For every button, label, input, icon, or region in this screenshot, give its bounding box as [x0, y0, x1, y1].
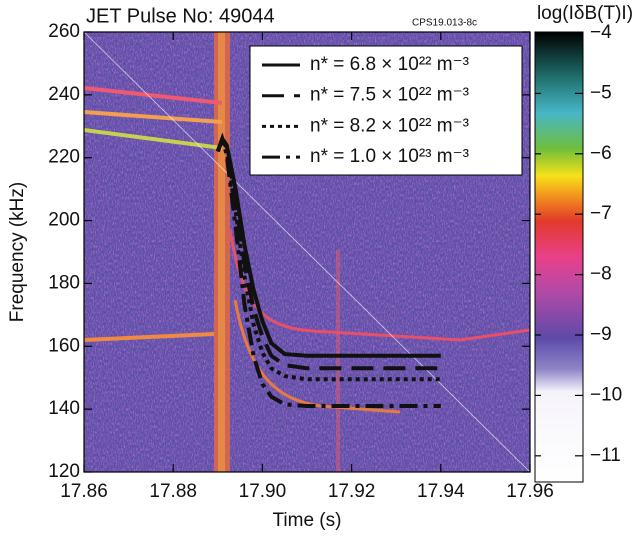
- y-tick-label: 120: [48, 461, 80, 482]
- legend-label: n* = 6.8 × 10²² m⁻³: [310, 54, 469, 75]
- y-tick-label: 160: [48, 335, 80, 356]
- mode-line: [84, 86, 223, 105]
- x-tick-label: 17.96: [506, 481, 554, 502]
- legend-label: n* = 1.0 × 10²³ m⁻³: [310, 146, 469, 167]
- y-tick-label: 240: [48, 84, 80, 105]
- annotation: CPS19.013-8c: [412, 18, 477, 29]
- x-tick-label: 17.92: [328, 481, 376, 502]
- curve: [215, 132, 441, 408]
- colorbar: [534, 31, 584, 483]
- curve: [215, 133, 441, 371]
- curves: [215, 132, 441, 408]
- plot-frame: [83, 31, 531, 473]
- x-tick-label: 17.88: [149, 481, 197, 502]
- y-tick-label: 200: [48, 210, 80, 231]
- legend-label: n* = 7.5 × 10²² m⁻³: [310, 85, 469, 106]
- colorbar-label: log(IδB(T)I): [537, 3, 633, 24]
- mode-line: [228, 229, 530, 342]
- x-axis-label: Time (s): [273, 510, 342, 531]
- x-tick-label: 17.94: [417, 481, 465, 502]
- burst-core: [218, 32, 225, 472]
- artifact-line: [84, 32, 530, 472]
- legend-label: n* = 8.2 × 10²² m⁻³: [310, 115, 469, 136]
- chart-title: JET Pulse No: 49044: [86, 5, 275, 27]
- colorbar-tick-label: −4: [590, 22, 612, 43]
- colorbar-tick-label: −11: [590, 445, 621, 466]
- colorbar-tick-label: −7: [590, 203, 612, 224]
- colorbar-tick-label: −6: [590, 143, 612, 164]
- x-tick-label: 17.90: [239, 481, 287, 502]
- mode-line: [84, 332, 215, 342]
- legend: [249, 45, 523, 176]
- mode-line: [84, 110, 223, 124]
- colorbar-tick-label: −10: [590, 384, 622, 405]
- colorbar-tick-label: −8: [590, 264, 612, 285]
- faint-stripe: [336, 250, 340, 472]
- y-axis-label: Frequency (kHz): [7, 182, 28, 322]
- y-tick-label: 140: [48, 398, 80, 419]
- y-tick-label: 260: [48, 21, 80, 42]
- y-tick-label: 180: [48, 272, 80, 293]
- x-tick-label: 17.86: [60, 481, 108, 502]
- colorbar-tick-label: −9: [590, 324, 612, 345]
- colorbar-tick-label: −5: [590, 82, 612, 103]
- y-tick-label: 220: [48, 147, 80, 168]
